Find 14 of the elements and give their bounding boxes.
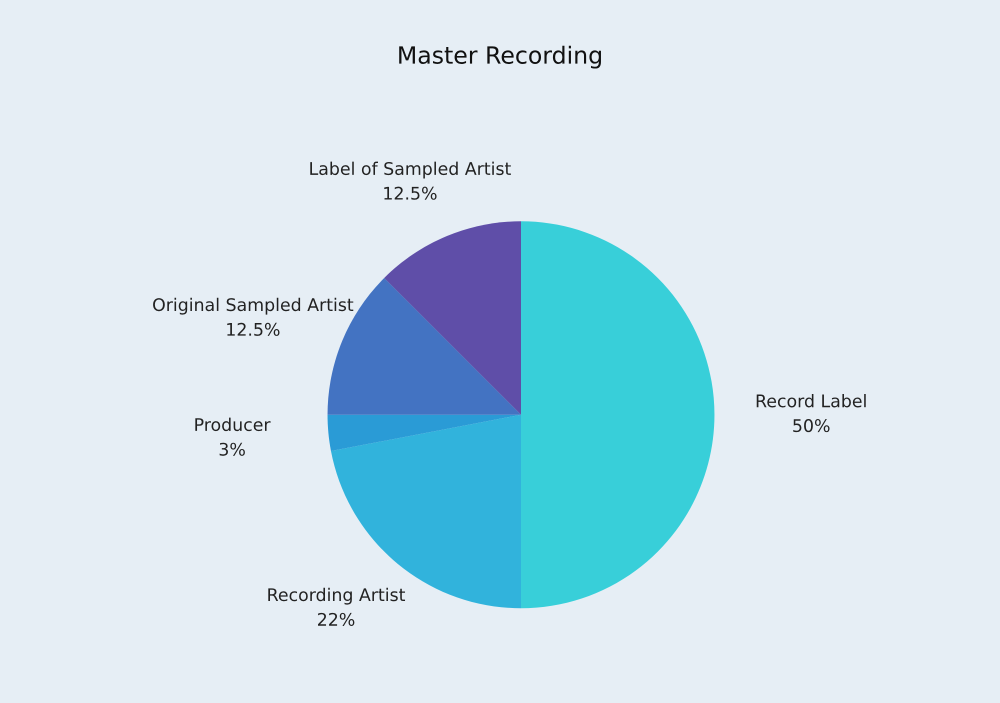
data-label: 12.5% bbox=[227, 322, 280, 336]
slice-label: Record Label bbox=[756, 394, 866, 408]
chart-title: Master Recording bbox=[399, 46, 601, 69]
pie-slice bbox=[384, 221, 521, 415]
data-label: 3% bbox=[220, 442, 245, 456]
slice-label: Producer bbox=[195, 418, 271, 432]
data-label: 22% bbox=[318, 612, 354, 626]
data-label: 12.5% bbox=[384, 186, 437, 200]
data-label: 50% bbox=[793, 419, 830, 432]
pie-slice bbox=[521, 221, 714, 608]
pie-slice bbox=[328, 414, 521, 452]
slice-label: Original Sampled Artist bbox=[153, 298, 354, 315]
slice-label: Recording Artist bbox=[268, 588, 406, 605]
slice-label: Label of Sampled Artist bbox=[310, 162, 511, 178]
